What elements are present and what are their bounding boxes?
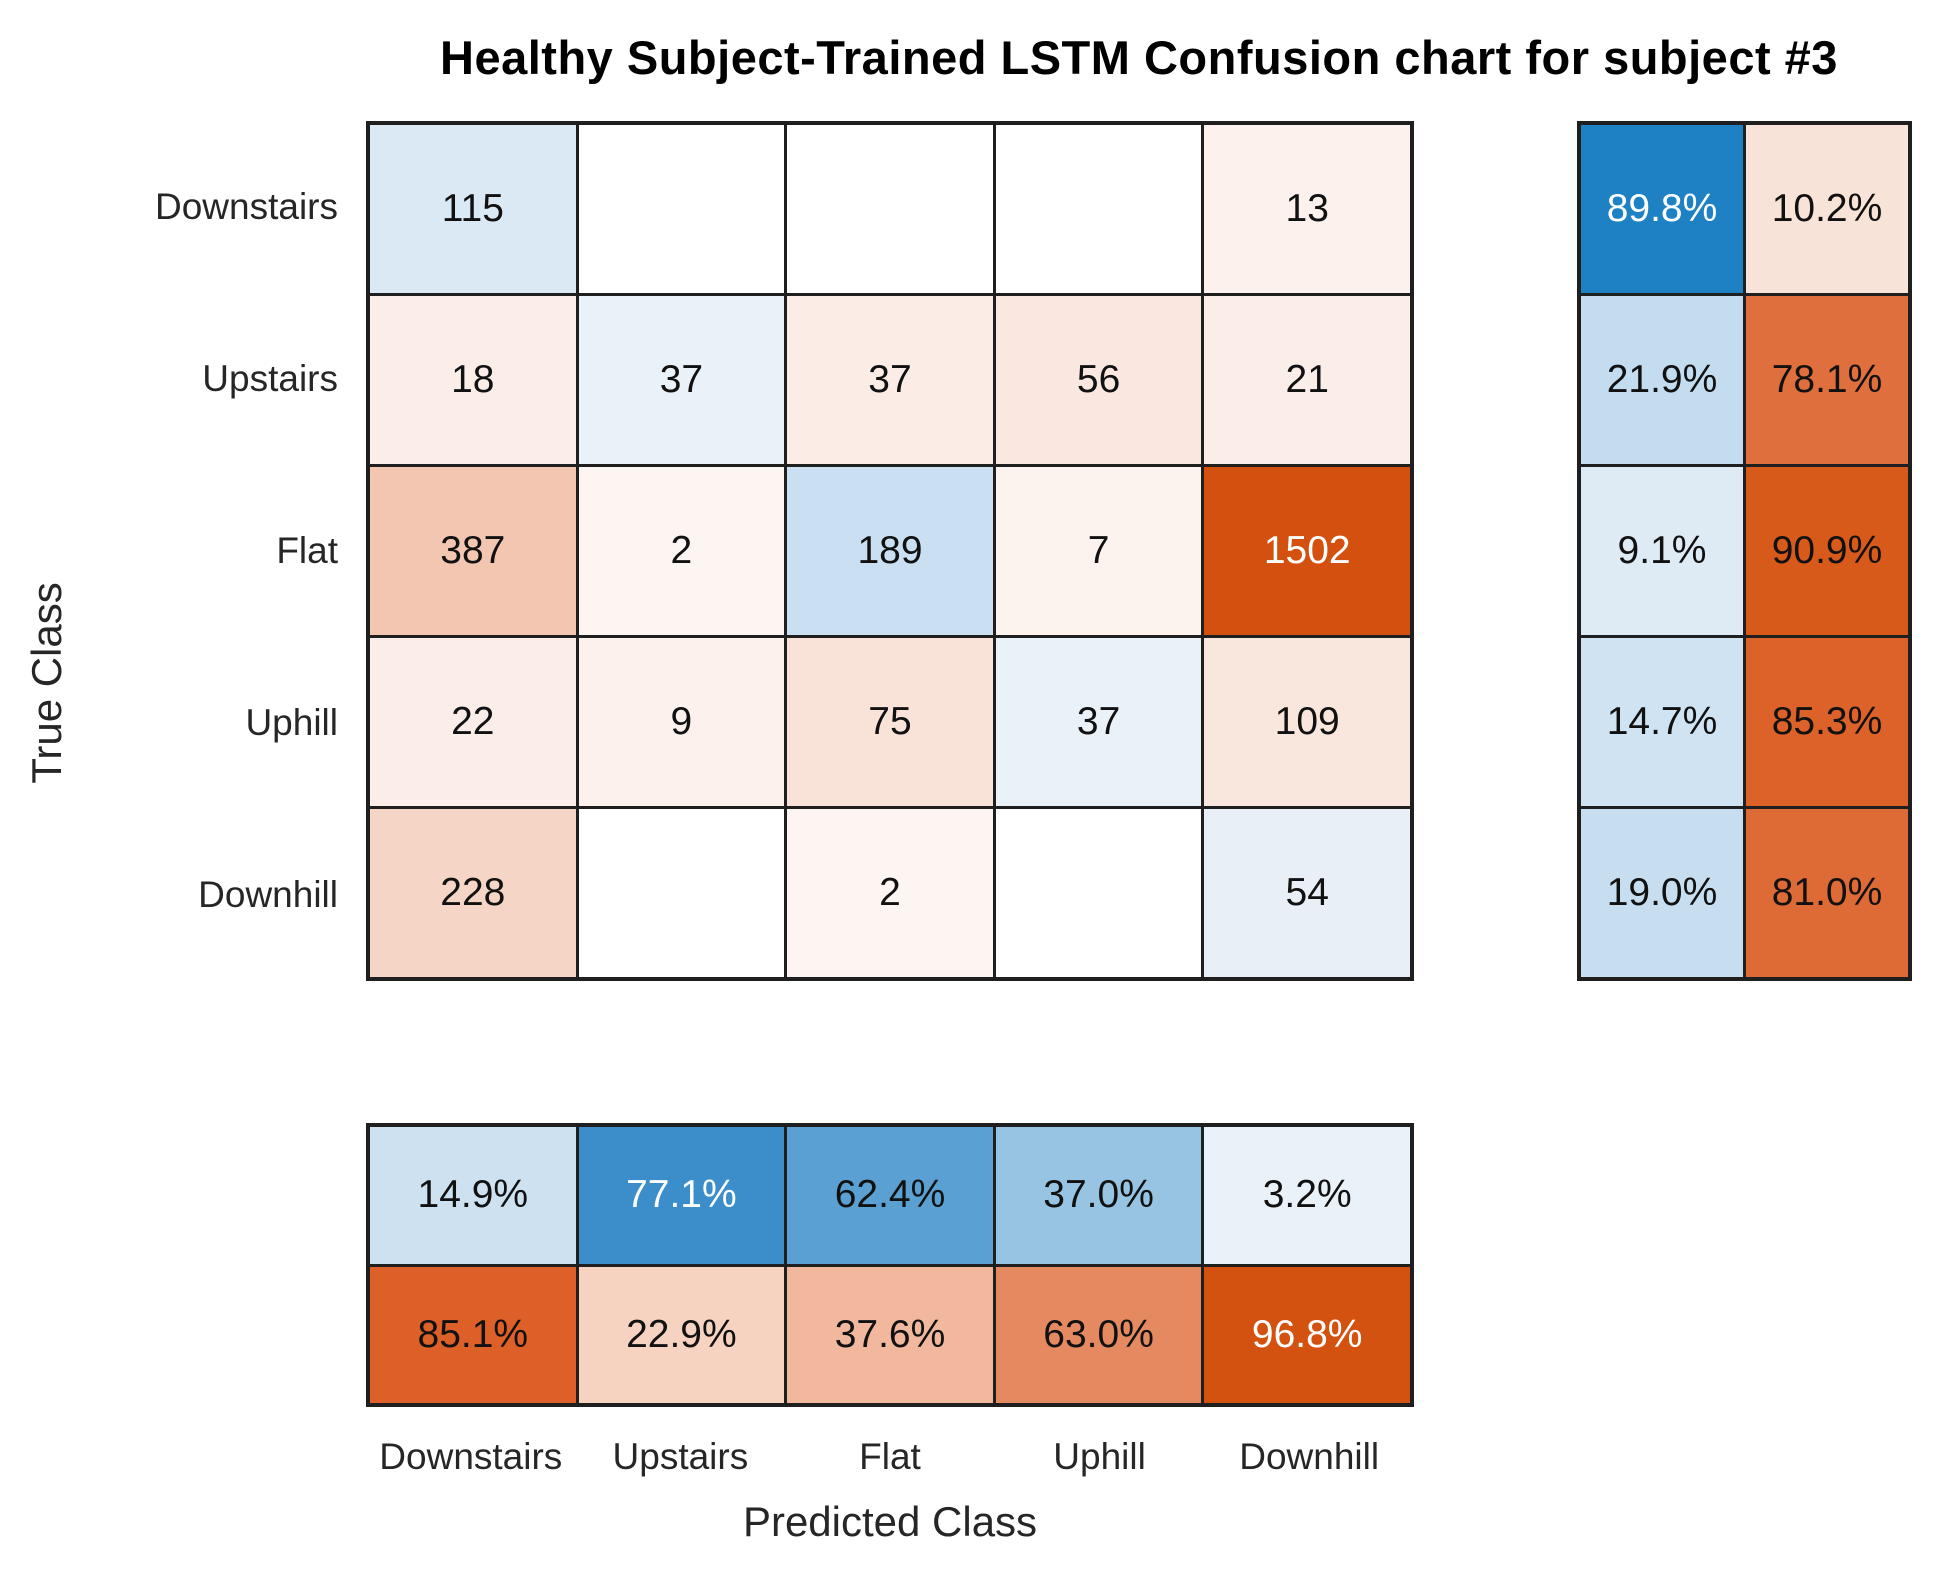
row_summary-cell: 14.7% [1581,638,1743,806]
col_summary-cell: 14.9% [370,1127,576,1264]
col_summary-cell: 62.4% [787,1127,993,1264]
main-cell [995,809,1202,977]
x-tick-downstairs: Downstairs [379,1436,563,1477]
y-tick-upstairs: Upstairs [202,358,338,399]
x-tick-flat: Flat [859,1436,921,1477]
main-cell: 54 [1204,809,1410,977]
col_summary-cell: 37.0% [995,1127,1202,1264]
col_summary-cell: 37.6% [787,1266,993,1403]
row_summary-cell: 9.1% [1581,467,1743,635]
col_summary-cell: 77.1% [578,1127,785,1264]
x-tick-labels: Downstairs Upstairs Flat Uphill Downhill [366,1427,1414,1487]
row_summary-cell: 19.0% [1581,809,1743,977]
x-tick-upstairs: Upstairs [612,1436,749,1477]
y-tick-downhill: Downhill [198,874,338,915]
col_summary-cell: 22.9% [578,1266,785,1403]
main-cell: 37 [787,296,993,464]
main-cell: 21 [1204,296,1410,464]
col_summary-cell: 96.8% [1204,1266,1410,1403]
row_summary-cell: 89.8% [1581,125,1743,293]
col_summary-cell: 3.2% [1204,1127,1410,1264]
main-cell [787,125,993,293]
row_summary-cell: 21.9% [1581,296,1743,464]
main-cell [995,125,1202,293]
main-cell [578,125,785,293]
main-cell: 9 [578,638,785,806]
main-cell: 189 [787,467,993,635]
row_summary-cell: 81.0% [1746,809,1908,977]
main-cell: 18 [370,296,576,464]
main-cell [578,809,785,977]
main-cell: 56 [995,296,1202,464]
main-cell: 22 [370,638,576,806]
col_summary-cell: 85.1% [370,1266,576,1403]
main-cell: 2 [578,467,785,635]
y-tick-uphill: Uphill [245,702,338,743]
x-tick-downhill: Downhill [1239,1436,1380,1477]
x-tick-uphill: Uphill [1053,1436,1146,1477]
main-cell: 387 [370,467,576,635]
confusion-matrix-grid: 115 13 18 37 37 56 21 387 2 189 7 1502 22 9 75 37 109 228… [366,121,1414,981]
main-cell: 228 [370,809,576,977]
row-summary-grid: 89.8% 10.2% 21.9% 78.1% 9.1% 90.9% 14.7% 85.3% 1… [1577,121,1912,981]
column-summary-grid: 14.9% 77.1% 62.4% 37.0% 3.2% 85.1% 22.9% 37.6% 6… [366,1123,1414,1407]
main-cell: 115 [370,125,576,293]
row_summary-cell: 10.2% [1746,125,1908,293]
chart-title: Healthy Subject-Trained LSTM Confusion c… [440,31,1838,84]
main-cell: 13 [1204,125,1410,293]
main-cell: 1502 [1204,467,1410,635]
y-tick-flat: Flat [276,530,338,571]
main-cell: 7 [995,467,1202,635]
row_summary-cell: 90.9% [1746,467,1908,635]
row_summary-cell: 78.1% [1746,296,1908,464]
row_summary-cell: 85.3% [1746,638,1908,806]
main-cell: 37 [995,638,1202,806]
main-cell: 37 [578,296,785,464]
col_summary-cell: 63.0% [995,1266,1202,1403]
y-tick-downstairs: Downstairs [155,186,338,227]
main-cell: 109 [1204,638,1410,806]
main-cell: 75 [787,638,993,806]
main-cell: 2 [787,809,993,977]
x-axis-title: Predicted Class [742,1498,1038,1545]
